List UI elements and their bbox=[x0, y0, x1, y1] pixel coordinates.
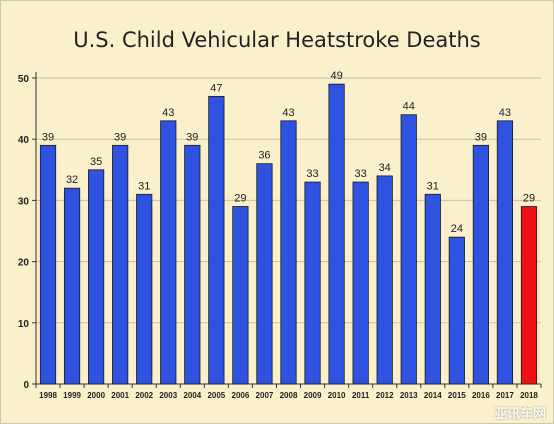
bars bbox=[39, 83, 538, 385]
x-tick-label: 1998 bbox=[39, 391, 57, 400]
data-label: 39 bbox=[114, 131, 126, 143]
x-tick-label: 2015 bbox=[448, 391, 466, 400]
watermark-logo: 亚讯车网 bbox=[493, 407, 546, 422]
data-label: 44 bbox=[403, 101, 415, 113]
data-label: 29 bbox=[234, 193, 246, 205]
x-tick-label: 2006 bbox=[232, 391, 250, 400]
data-label: 32 bbox=[66, 174, 78, 186]
bar-1999 bbox=[63, 187, 81, 385]
x-tick-label: 2010 bbox=[328, 391, 346, 400]
data-label: 35 bbox=[90, 156, 102, 168]
x-tick-label: 2018 bbox=[520, 391, 538, 400]
data-label: 49 bbox=[330, 70, 342, 82]
x-tick-label: 1999 bbox=[63, 391, 81, 400]
bar-1998 bbox=[39, 144, 57, 385]
y-tick-label: 40 bbox=[18, 135, 30, 146]
x-tick-labels: 1998 1999 2000 2001 2002 2003 2004 2005 2006 2007… bbox=[39, 391, 538, 400]
data-label: 33 bbox=[355, 168, 367, 180]
bar-2011 bbox=[352, 181, 369, 385]
bar-2002 bbox=[136, 193, 153, 385]
bar-2017 bbox=[496, 120, 514, 385]
y-tick-labels: 0 10 20 30 40 50 bbox=[18, 74, 30, 391]
x-tick-label: 2016 bbox=[472, 391, 490, 400]
x-tick-label: 2001 bbox=[111, 391, 129, 400]
x-tick-label: 2005 bbox=[207, 391, 225, 400]
data-label: 39 bbox=[186, 131, 198, 143]
data-label: 31 bbox=[138, 180, 150, 192]
x-tick-label: 2004 bbox=[183, 391, 201, 400]
bar-2003 bbox=[160, 120, 177, 385]
x-tick-label: 2011 bbox=[352, 391, 370, 400]
x-tick-label: 2007 bbox=[256, 391, 274, 400]
x-tick-label: 2009 bbox=[304, 391, 322, 400]
bar-2015 bbox=[448, 236, 465, 385]
data-label: 36 bbox=[258, 150, 270, 162]
bar-2012 bbox=[376, 175, 393, 385]
bar-2010 bbox=[328, 83, 345, 385]
bar-2000 bbox=[88, 169, 105, 385]
data-labels: 39 32 35 39 31 43 39 47 29 36 43 33 49 33 34 44 31 24 39 43… bbox=[42, 70, 535, 235]
y-tick-label: 20 bbox=[18, 258, 30, 269]
bar-2001 bbox=[112, 144, 129, 385]
bar-2008 bbox=[280, 120, 297, 385]
x-tick-label: 2003 bbox=[159, 391, 177, 400]
y-tick-label: 50 bbox=[18, 74, 30, 85]
bar-2018 bbox=[520, 206, 538, 385]
bar-2006 bbox=[232, 206, 249, 385]
x-tick-label: 2000 bbox=[87, 391, 105, 400]
bar-2013 bbox=[400, 114, 417, 385]
bar-2016 bbox=[472, 144, 489, 385]
data-label: 24 bbox=[451, 223, 463, 235]
x-tick-label: 2012 bbox=[376, 391, 394, 400]
x-tick-label: 2002 bbox=[135, 391, 153, 400]
x-tick-label: 2014 bbox=[424, 391, 442, 400]
bar-2005 bbox=[208, 95, 225, 385]
y-tick-label: 0 bbox=[23, 380, 29, 391]
data-label: 43 bbox=[282, 107, 294, 119]
y-tick-label: 10 bbox=[18, 319, 30, 330]
bar-2007 bbox=[256, 163, 273, 385]
chart-title: U.S. Child Vehicular Heatstroke Deaths bbox=[73, 28, 481, 52]
data-label: 39 bbox=[42, 131, 54, 143]
bar-2009 bbox=[304, 181, 321, 385]
y-tick-label: 30 bbox=[18, 196, 30, 207]
x-tick-label: 2017 bbox=[496, 391, 514, 400]
data-label: 47 bbox=[210, 82, 222, 94]
data-label: 43 bbox=[162, 107, 174, 119]
data-label: 29 bbox=[523, 193, 535, 205]
data-label: 39 bbox=[475, 131, 487, 143]
x-tick-label: 2013 bbox=[400, 391, 418, 400]
x-tick-label: 2008 bbox=[280, 391, 298, 400]
data-label: 43 bbox=[499, 107, 511, 119]
bar-2004 bbox=[184, 144, 201, 385]
data-label: 33 bbox=[306, 168, 318, 180]
data-label: 31 bbox=[427, 180, 439, 192]
bar-2014 bbox=[424, 193, 441, 385]
data-label: 34 bbox=[379, 162, 391, 174]
